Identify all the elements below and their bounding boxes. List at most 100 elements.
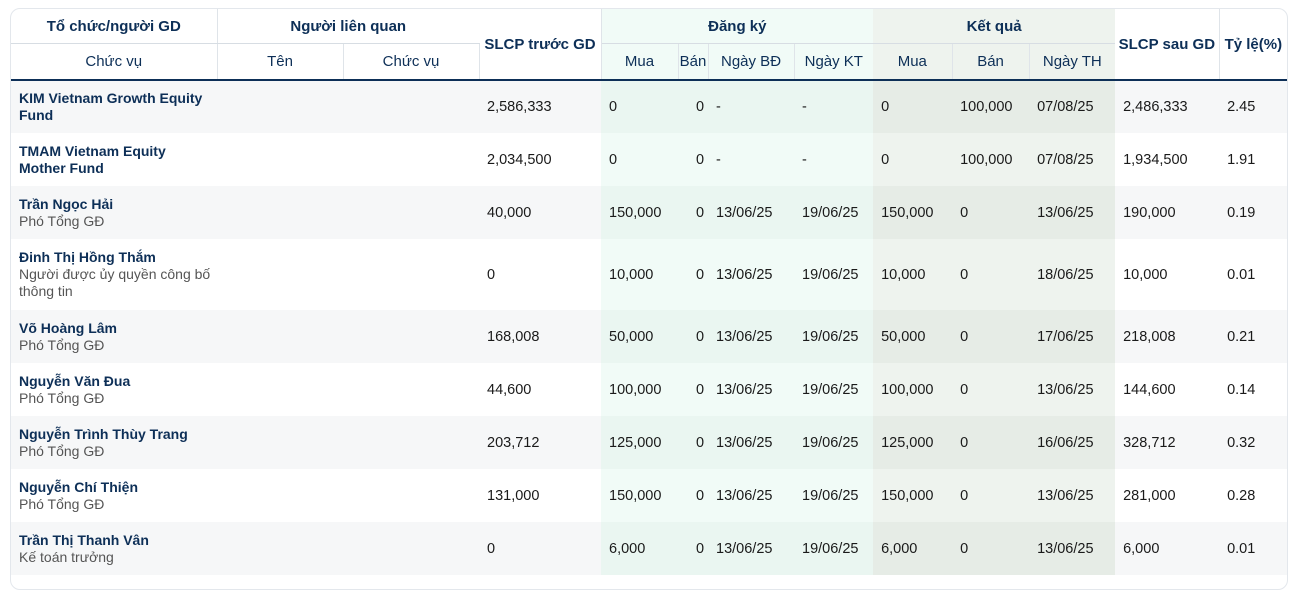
header-register[interactable]: Đăng ký xyxy=(601,9,874,44)
reg-sell: 0 xyxy=(678,416,709,469)
trader-role: Người được ủy quyền công bố thông tin xyxy=(19,266,211,299)
ratio: 0.21 xyxy=(1219,310,1287,363)
header-related-position[interactable]: Chức vụ xyxy=(343,43,480,81)
table-row[interactable]: Nguyễn Trình Thùy Trang Phó Tổng GĐ 203,7… xyxy=(11,416,1287,469)
table-row[interactable]: Trần Thị Thanh Vân Kế toán trưởng 0 6,000… xyxy=(11,522,1287,575)
reg-end: 19/06/25 xyxy=(794,310,874,363)
header-result[interactable]: Kết quả xyxy=(873,9,1116,44)
header-reg-sell[interactable]: Bán xyxy=(678,43,709,81)
table-header: Tổ chức/người GD Người liên quan SLCP tr… xyxy=(11,9,1287,81)
exec-date: 18/06/25 xyxy=(1029,239,1116,310)
res-sell: 100,000 xyxy=(952,80,1030,133)
res-buy: 0 xyxy=(873,80,953,133)
trader-role: Kế toán trưởng xyxy=(19,548,114,565)
header-after[interactable]: SLCP sau GD xyxy=(1115,9,1220,81)
shares-after: 281,000 xyxy=(1123,487,1176,504)
shares-after: 144,600 xyxy=(1123,381,1176,398)
trader-name[interactable]: KIM Vietnam Growth Equity Fund xyxy=(19,90,203,123)
reg-buy: 10,000 xyxy=(601,239,679,310)
table-row[interactable]: Trần Ngọc Hải Phó Tổng GĐ 40,000 150,000 … xyxy=(11,186,1287,239)
trader-name[interactable]: Võ Hoàng Lâm xyxy=(19,319,118,336)
reg-end: 19/06/25 xyxy=(794,469,874,522)
shares-before: 203,712 xyxy=(479,416,602,469)
ratio: 2.45 xyxy=(1219,80,1287,133)
res-sell: 0 xyxy=(952,186,1030,239)
exec-date: 07/08/25 xyxy=(1029,133,1116,186)
header-res-buy[interactable]: Mua xyxy=(873,43,953,81)
table-row[interactable]: Võ Hoàng Lâm Phó Tổng GĐ 168,008 50,000 0… xyxy=(11,310,1287,363)
ratio: 1.91 xyxy=(1227,151,1256,168)
res-sell: 0 xyxy=(952,239,1030,310)
shares-after: 218,008 xyxy=(1115,310,1220,363)
shares-before: 40,000 xyxy=(479,186,602,239)
reg-buy: 0 xyxy=(601,80,679,133)
reg-start: - xyxy=(708,80,795,133)
table-row[interactable]: Nguyễn Văn Đua Phó Tổng GĐ 44,600 100,000… xyxy=(11,363,1287,416)
header-position[interactable]: Chức vụ xyxy=(11,43,218,81)
exec-date: 13/06/25 xyxy=(1029,363,1116,416)
reg-buy: 50,000 xyxy=(601,310,679,363)
shares-before: 2,034,500 xyxy=(487,151,552,168)
ratio: 0.14 xyxy=(1227,381,1256,398)
exec-date: 13/06/25 xyxy=(1029,522,1116,575)
shares-after: 2,486,333 xyxy=(1115,80,1220,133)
res-sell: 0 xyxy=(952,469,1030,522)
shares-before: 2,586,333 xyxy=(479,80,602,133)
header-ratio[interactable]: Tỷ lệ(%) xyxy=(1219,9,1287,81)
exec-date: 07/08/25 xyxy=(1029,80,1116,133)
header-org[interactable]: Tổ chức/người GD xyxy=(11,9,218,44)
shares-after: 1,934,500 xyxy=(1123,151,1188,168)
res-buy: 125,000 xyxy=(873,416,953,469)
reg-buy: 150,000 xyxy=(601,186,679,239)
shares-after: 328,712 xyxy=(1115,416,1220,469)
reg-sell: 0 xyxy=(678,239,709,310)
shares-after: 10,000 xyxy=(1123,266,1168,283)
reg-start: 13/06/25 xyxy=(708,522,795,575)
reg-sell: 0 xyxy=(678,363,709,416)
table-row[interactable]: Đinh Thị Hồng Thắm Người được ủy quyền cô… xyxy=(11,239,1287,310)
trader-name[interactable]: TMAM Vietnam Equity Mother Fund xyxy=(19,142,166,176)
trader-role: Phó Tổng GĐ xyxy=(19,212,105,229)
res-buy: 0 xyxy=(873,133,953,186)
reg-end: 19/06/25 xyxy=(794,416,874,469)
trader-name[interactable]: Trần Ngọc Hải xyxy=(19,195,114,212)
reg-start: 13/06/25 xyxy=(708,239,795,310)
res-buy: 150,000 xyxy=(873,186,953,239)
trader-name[interactable]: Đinh Thị Hồng Thắm xyxy=(19,249,156,265)
res-sell: 0 xyxy=(952,363,1030,416)
reg-buy: 125,000 xyxy=(601,416,679,469)
shares-before: 168,008 xyxy=(479,310,602,363)
header-related-name[interactable]: Tên xyxy=(217,43,344,81)
trader-name[interactable]: Nguyễn Trình Thùy Trang xyxy=(19,425,188,442)
ratio: 0.19 xyxy=(1219,186,1287,239)
ratio: 0.01 xyxy=(1219,522,1287,575)
shares-after: 6,000 xyxy=(1115,522,1220,575)
table-row[interactable]: Nguyễn Chí Thiện Phó Tổng GĐ 131,000 150,… xyxy=(11,469,1287,522)
header-start-date[interactable]: Ngày BĐ xyxy=(708,43,795,81)
header-end-date[interactable]: Ngày KT xyxy=(794,43,874,81)
header-related[interactable]: Người liên quan xyxy=(217,9,480,44)
reg-sell: 0 xyxy=(678,469,709,522)
reg-buy: 150,000 xyxy=(601,469,679,522)
header-exec-date[interactable]: Ngày TH xyxy=(1029,43,1116,81)
header-res-sell[interactable]: Bán xyxy=(952,43,1030,81)
trader-name[interactable]: Nguyễn Văn Đua xyxy=(19,372,131,389)
ratio: 0.01 xyxy=(1227,266,1256,283)
header-reg-buy[interactable]: Mua xyxy=(601,43,679,81)
insider-trades-table: Tổ chức/người GD Người liên quan SLCP tr… xyxy=(11,9,1287,575)
table-row[interactable]: KIM Vietnam Growth Equity Fund 2,586,333… xyxy=(11,80,1287,133)
reg-end: 19/06/25 xyxy=(794,239,874,310)
res-sell: 0 xyxy=(952,416,1030,469)
trader-name[interactable]: Trần Thị Thanh Vân xyxy=(19,531,149,548)
reg-end: 19/06/25 xyxy=(794,186,874,239)
shares-before: 44,600 xyxy=(487,381,532,398)
table-row[interactable]: TMAM Vietnam Equity Mother Fund 2,034,50… xyxy=(11,133,1287,186)
trader-name[interactable]: Nguyễn Chí Thiện xyxy=(19,478,138,495)
header-before[interactable]: SLCP trước GD xyxy=(479,9,602,81)
insider-trades-table-container: Tổ chức/người GD Người liên quan SLCP tr… xyxy=(10,8,1288,590)
shares-before: 0 xyxy=(487,266,496,283)
reg-sell: 0 xyxy=(678,186,709,239)
ratio: 0.28 xyxy=(1227,487,1256,504)
res-sell: 0 xyxy=(952,522,1030,575)
reg-end: 19/06/25 xyxy=(794,522,874,575)
